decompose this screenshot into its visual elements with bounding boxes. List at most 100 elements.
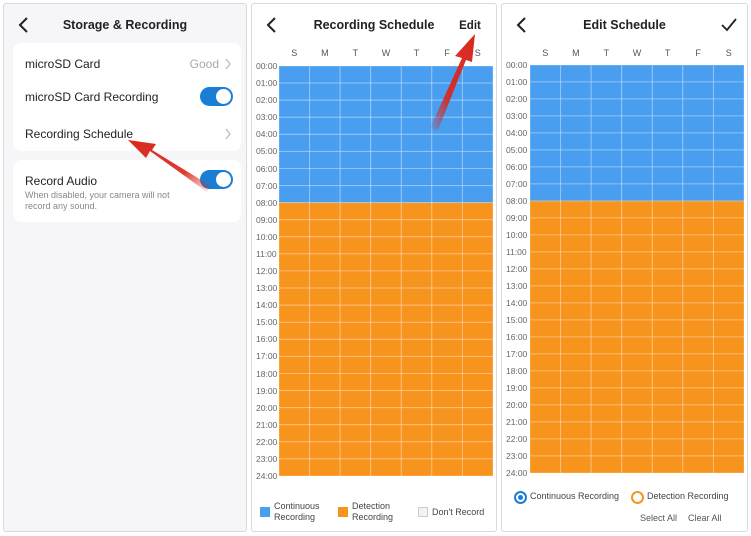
schedule-cell[interactable] <box>279 270 311 289</box>
schedule-cell[interactable] <box>682 65 714 83</box>
schedule-cell[interactable] <box>461 236 493 255</box>
schedule-cell[interactable] <box>461 338 493 357</box>
schedule-cell[interactable] <box>590 149 623 168</box>
schedule-cell[interactable] <box>431 253 463 272</box>
schedule-cell[interactable] <box>370 99 402 118</box>
schedule-cell[interactable] <box>339 373 372 392</box>
schedule-cell[interactable] <box>461 287 493 306</box>
schedule-cell[interactable] <box>530 319 562 338</box>
schedule-cell[interactable] <box>651 98 684 117</box>
schedule-cell[interactable] <box>339 407 372 426</box>
schedule-cell[interactable] <box>651 336 684 355</box>
schedule-cell[interactable] <box>400 355 433 374</box>
schedule-cell[interactable] <box>400 133 433 152</box>
schedule-cell[interactable] <box>682 115 714 134</box>
schedule-cell[interactable] <box>339 236 372 255</box>
schedule-cell[interactable] <box>621 251 653 270</box>
schedule-cell[interactable] <box>682 149 714 168</box>
schedule-cell[interactable] <box>370 168 402 187</box>
schedule-cell[interactable] <box>370 458 402 476</box>
schedule-cell[interactable] <box>309 390 341 409</box>
schedule-cell[interactable] <box>339 287 372 306</box>
schedule-cell[interactable] <box>560 438 592 457</box>
schedule-cell[interactable] <box>279 355 311 374</box>
schedule-cell[interactable] <box>279 338 311 357</box>
schedule-cell[interactable] <box>279 424 311 443</box>
schedule-cell[interactable] <box>461 99 493 118</box>
schedule-cell[interactable] <box>530 438 562 457</box>
schedule-cell[interactable] <box>530 81 562 100</box>
schedule-cell[interactable] <box>461 321 493 340</box>
schedule-cell[interactable] <box>279 390 311 409</box>
schedule-cell[interactable] <box>431 355 463 374</box>
schedule-cell[interactable] <box>461 202 493 221</box>
schedule-cell[interactable] <box>651 319 684 338</box>
schedule-cell[interactable] <box>400 441 433 460</box>
schedule-cell[interactable] <box>279 219 311 238</box>
schedule-cell[interactable] <box>560 200 592 219</box>
schedule-cell[interactable] <box>461 168 493 187</box>
schedule-cell[interactable] <box>621 285 653 304</box>
schedule-cell[interactable] <box>621 370 653 389</box>
edit-button[interactable]: Edit <box>444 12 496 40</box>
schedule-cell[interactable] <box>400 373 433 392</box>
schedule-cell[interactable] <box>400 168 433 187</box>
microsd-card-row[interactable]: microSD Card Good <box>13 47 241 75</box>
schedule-cell[interactable] <box>279 133 311 152</box>
schedule-cell[interactable] <box>309 202 341 221</box>
schedule-cell[interactable] <box>431 185 463 204</box>
schedule-cell[interactable] <box>712 438 744 457</box>
schedule-cell[interactable] <box>712 268 744 287</box>
schedule-cell[interactable] <box>682 132 714 151</box>
schedule-cell[interactable] <box>431 287 463 306</box>
schedule-cell[interactable] <box>560 387 592 406</box>
schedule-cell[interactable] <box>712 149 744 168</box>
schedule-cell[interactable] <box>370 133 402 152</box>
schedule-cell[interactable] <box>590 200 623 219</box>
schedule-cell[interactable] <box>560 421 592 440</box>
schedule-cell[interactable] <box>682 200 714 219</box>
schedule-cell[interactable] <box>279 66 311 84</box>
schedule-cell[interactable] <box>461 390 493 409</box>
schedule-cell[interactable] <box>682 98 714 117</box>
schedule-cell[interactable] <box>461 424 493 443</box>
schedule-cell[interactable] <box>339 304 372 323</box>
schedule-cell[interactable] <box>682 336 714 355</box>
schedule-cell[interactable] <box>309 219 341 238</box>
schedule-cell[interactable] <box>590 65 623 83</box>
schedule-cell[interactable] <box>279 150 311 169</box>
schedule-cell[interactable] <box>339 133 372 152</box>
schedule-cell[interactable] <box>400 116 433 135</box>
schedule-cell[interactable] <box>339 168 372 187</box>
schedule-cell[interactable] <box>400 253 433 272</box>
schedule-cell[interactable] <box>431 66 463 84</box>
schedule-cell[interactable] <box>651 268 684 287</box>
schedule-cell[interactable] <box>431 82 463 101</box>
schedule-cell[interactable] <box>651 302 684 321</box>
schedule-cell[interactable] <box>339 253 372 272</box>
schedule-cell[interactable] <box>370 355 402 374</box>
schedule-cell[interactable] <box>309 66 341 84</box>
schedule-cell[interactable] <box>370 150 402 169</box>
schedule-cell[interactable] <box>530 217 562 236</box>
schedule-cell[interactable] <box>530 98 562 117</box>
schedule-cell[interactable] <box>370 66 402 84</box>
clear-all-button[interactable]: Clear All <box>688 513 722 523</box>
schedule-cell[interactable] <box>682 217 714 236</box>
schedule-cell[interactable] <box>590 370 623 389</box>
schedule-cell[interactable] <box>400 185 433 204</box>
schedule-cell[interactable] <box>370 407 402 426</box>
schedule-cell[interactable] <box>651 438 684 457</box>
schedule-cell[interactable] <box>431 321 463 340</box>
schedule-cell[interactable] <box>712 183 744 202</box>
schedule-cell[interactable] <box>651 200 684 219</box>
schedule-cell[interactable] <box>279 287 311 306</box>
schedule-cell[interactable] <box>560 149 592 168</box>
schedule-cell[interactable] <box>590 251 623 270</box>
schedule-cell[interactable] <box>682 81 714 100</box>
schedule-cell[interactable] <box>309 236 341 255</box>
schedule-cell[interactable] <box>590 353 623 372</box>
schedule-cell[interactable] <box>712 166 744 185</box>
schedule-cell[interactable] <box>309 99 341 118</box>
schedule-cell[interactable] <box>590 438 623 457</box>
